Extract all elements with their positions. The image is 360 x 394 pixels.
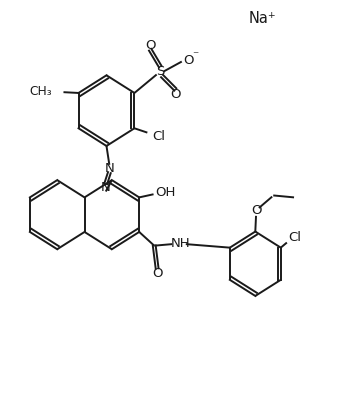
Text: O: O [145, 39, 156, 52]
Text: CH₃: CH₃ [30, 85, 52, 98]
Text: Cl: Cl [288, 231, 301, 244]
Text: ⁻: ⁻ [192, 49, 198, 62]
Text: O: O [152, 267, 162, 280]
Text: N: N [104, 162, 114, 175]
Text: O: O [251, 204, 261, 217]
Text: O: O [170, 87, 181, 100]
Text: Na⁺: Na⁺ [249, 11, 276, 26]
Text: OH: OH [155, 186, 175, 199]
Text: O: O [184, 54, 194, 67]
Text: Cl: Cl [152, 130, 165, 143]
Text: N: N [101, 181, 111, 194]
Text: S: S [156, 65, 165, 78]
Text: NH: NH [171, 237, 190, 250]
